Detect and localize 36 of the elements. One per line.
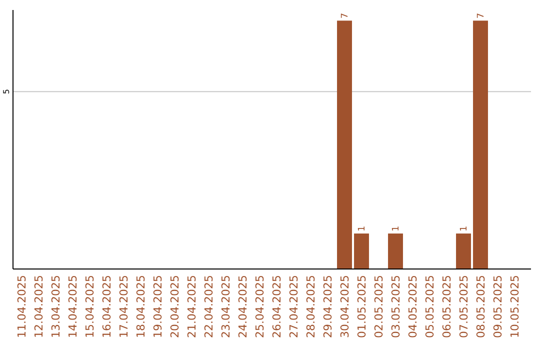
data-label: 1 [392, 226, 402, 232]
x-tick-label: 02.05.2025 [372, 275, 386, 338]
data-label: 7 [340, 12, 350, 19]
x-tick-label: 18.04.2025 [134, 275, 148, 338]
x-tick-label: 27.04.2025 [288, 275, 300, 338]
x-tick-label: 12.04.2025 [32, 275, 46, 338]
data-label: 1 [358, 226, 368, 232]
x-tick-label: 26.04.2025 [270, 275, 284, 338]
x-tick-label: 30.04.2025 [338, 275, 352, 338]
x-tick-label: 16.04.2025 [100, 275, 114, 338]
x-tick-label: 07.05.2025 [458, 275, 470, 338]
x-tick-label: 21.04.2025 [186, 275, 198, 338]
data-label: 1 [460, 226, 470, 232]
x-tick-label: 25.04.2025 [254, 275, 266, 338]
x-tick-label: 04.05.2025 [406, 275, 420, 338]
ref-line-label: 5 [2, 89, 11, 94]
x-tick-label: 14.04.2025 [66, 275, 80, 338]
x-tick-label: 28.04.2025 [304, 275, 318, 338]
x-tick-label: 08.05.2025 [474, 275, 488, 338]
x-tick-label: 23.04.2025 [220, 275, 232, 338]
x-tick-label: 13.04.2025 [50, 275, 62, 338]
x-tick-label: 20.04.2025 [168, 275, 182, 338]
x-tick-label: 06.05.2025 [440, 275, 454, 338]
x-tick-label: 05.05.2025 [424, 275, 436, 338]
data-label: 7 [476, 12, 486, 19]
x-tick-label: 15.04.2025 [84, 275, 96, 338]
x-tick-label: 11.04.2025 [16, 275, 28, 338]
x-tick-label: 22.04.2025 [202, 275, 216, 338]
x-tick-label: 24.04.2025 [236, 275, 250, 338]
x-tick-label: 09.05.2025 [492, 275, 504, 338]
x-tick-label: 01.05.2025 [356, 275, 368, 338]
x-tick-label: 10.05.2025 [508, 275, 522, 338]
x-tick-label: 19.04.2025 [152, 275, 164, 338]
x-tick-label: 29.04.2025 [322, 275, 334, 338]
x-tick-label: 03.05.2025 [390, 275, 402, 338]
x-tick-label: 17.04.2025 [118, 275, 130, 338]
